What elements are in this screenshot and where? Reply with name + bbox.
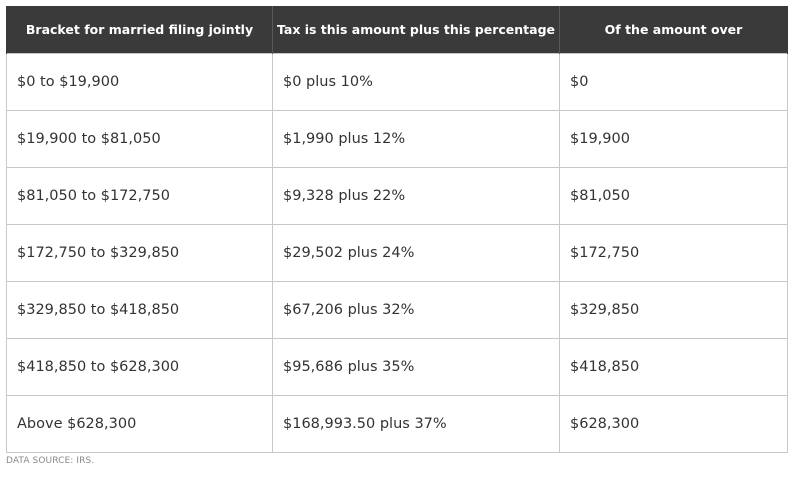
bracket-cell: Above $628,300 [6, 395, 273, 453]
header-row: Bracket for married filing jointly Tax i… [6, 6, 788, 54]
amount-over-cell: $329,850 [559, 281, 788, 339]
tax-cell: $0 plus 10% [272, 53, 560, 111]
tax-cell: $9,328 plus 22% [272, 167, 560, 225]
header-bracket: Bracket for married filing jointly [6, 6, 273, 54]
tax-cell: $1,990 plus 12% [272, 110, 560, 168]
amount-over-cell: $628,300 [559, 395, 788, 453]
amount-over-cell: $19,900 [559, 110, 788, 168]
table-row: $0 to $19,900 $0 plus 10% $0 [6, 53, 788, 111]
amount-over-cell: $81,050 [559, 167, 788, 225]
tax-cell: $168,993.50 plus 37% [272, 395, 560, 453]
amount-over-cell: $172,750 [559, 224, 788, 282]
table-body: $0 to $19,900 $0 plus 10% $0 $19,900 to … [6, 53, 788, 453]
table-row: $418,850 to $628,300 $95,686 plus 35% $4… [6, 338, 788, 396]
table-header: Bracket for married filing jointly Tax i… [6, 6, 788, 54]
header-tax-amount: Tax is this amount plus this percentage [272, 6, 560, 54]
data-source-caption: DATA SOURCE: IRS. [6, 456, 95, 466]
bracket-cell: $172,750 to $329,850 [6, 224, 273, 282]
table-row: $81,050 to $172,750 $9,328 plus 22% $81,… [6, 167, 788, 225]
tax-cell: $29,502 plus 24% [272, 224, 560, 282]
bracket-cell: $418,850 to $628,300 [6, 338, 273, 396]
amount-over-cell: $0 [559, 53, 788, 111]
header-amount-over: Of the amount over [559, 6, 788, 54]
tax-cell: $95,686 plus 35% [272, 338, 560, 396]
bracket-cell: $81,050 to $172,750 [6, 167, 273, 225]
tax-bracket-table-container: Bracket for married filing jointly Tax i… [6, 6, 788, 453]
bracket-cell: $0 to $19,900 [6, 53, 273, 111]
table-row: $329,850 to $418,850 $67,206 plus 32% $3… [6, 281, 788, 339]
tax-bracket-table: Bracket for married filing jointly Tax i… [6, 6, 788, 453]
tax-cell: $67,206 plus 32% [272, 281, 560, 339]
amount-over-cell: $418,850 [559, 338, 788, 396]
table-row: Above $628,300 $168,993.50 plus 37% $628… [6, 395, 788, 453]
table-row: $19,900 to $81,050 $1,990 plus 12% $19,9… [6, 110, 788, 168]
bracket-cell: $329,850 to $418,850 [6, 281, 273, 339]
bracket-cell: $19,900 to $81,050 [6, 110, 273, 168]
table-row: $172,750 to $329,850 $29,502 plus 24% $1… [6, 224, 788, 282]
